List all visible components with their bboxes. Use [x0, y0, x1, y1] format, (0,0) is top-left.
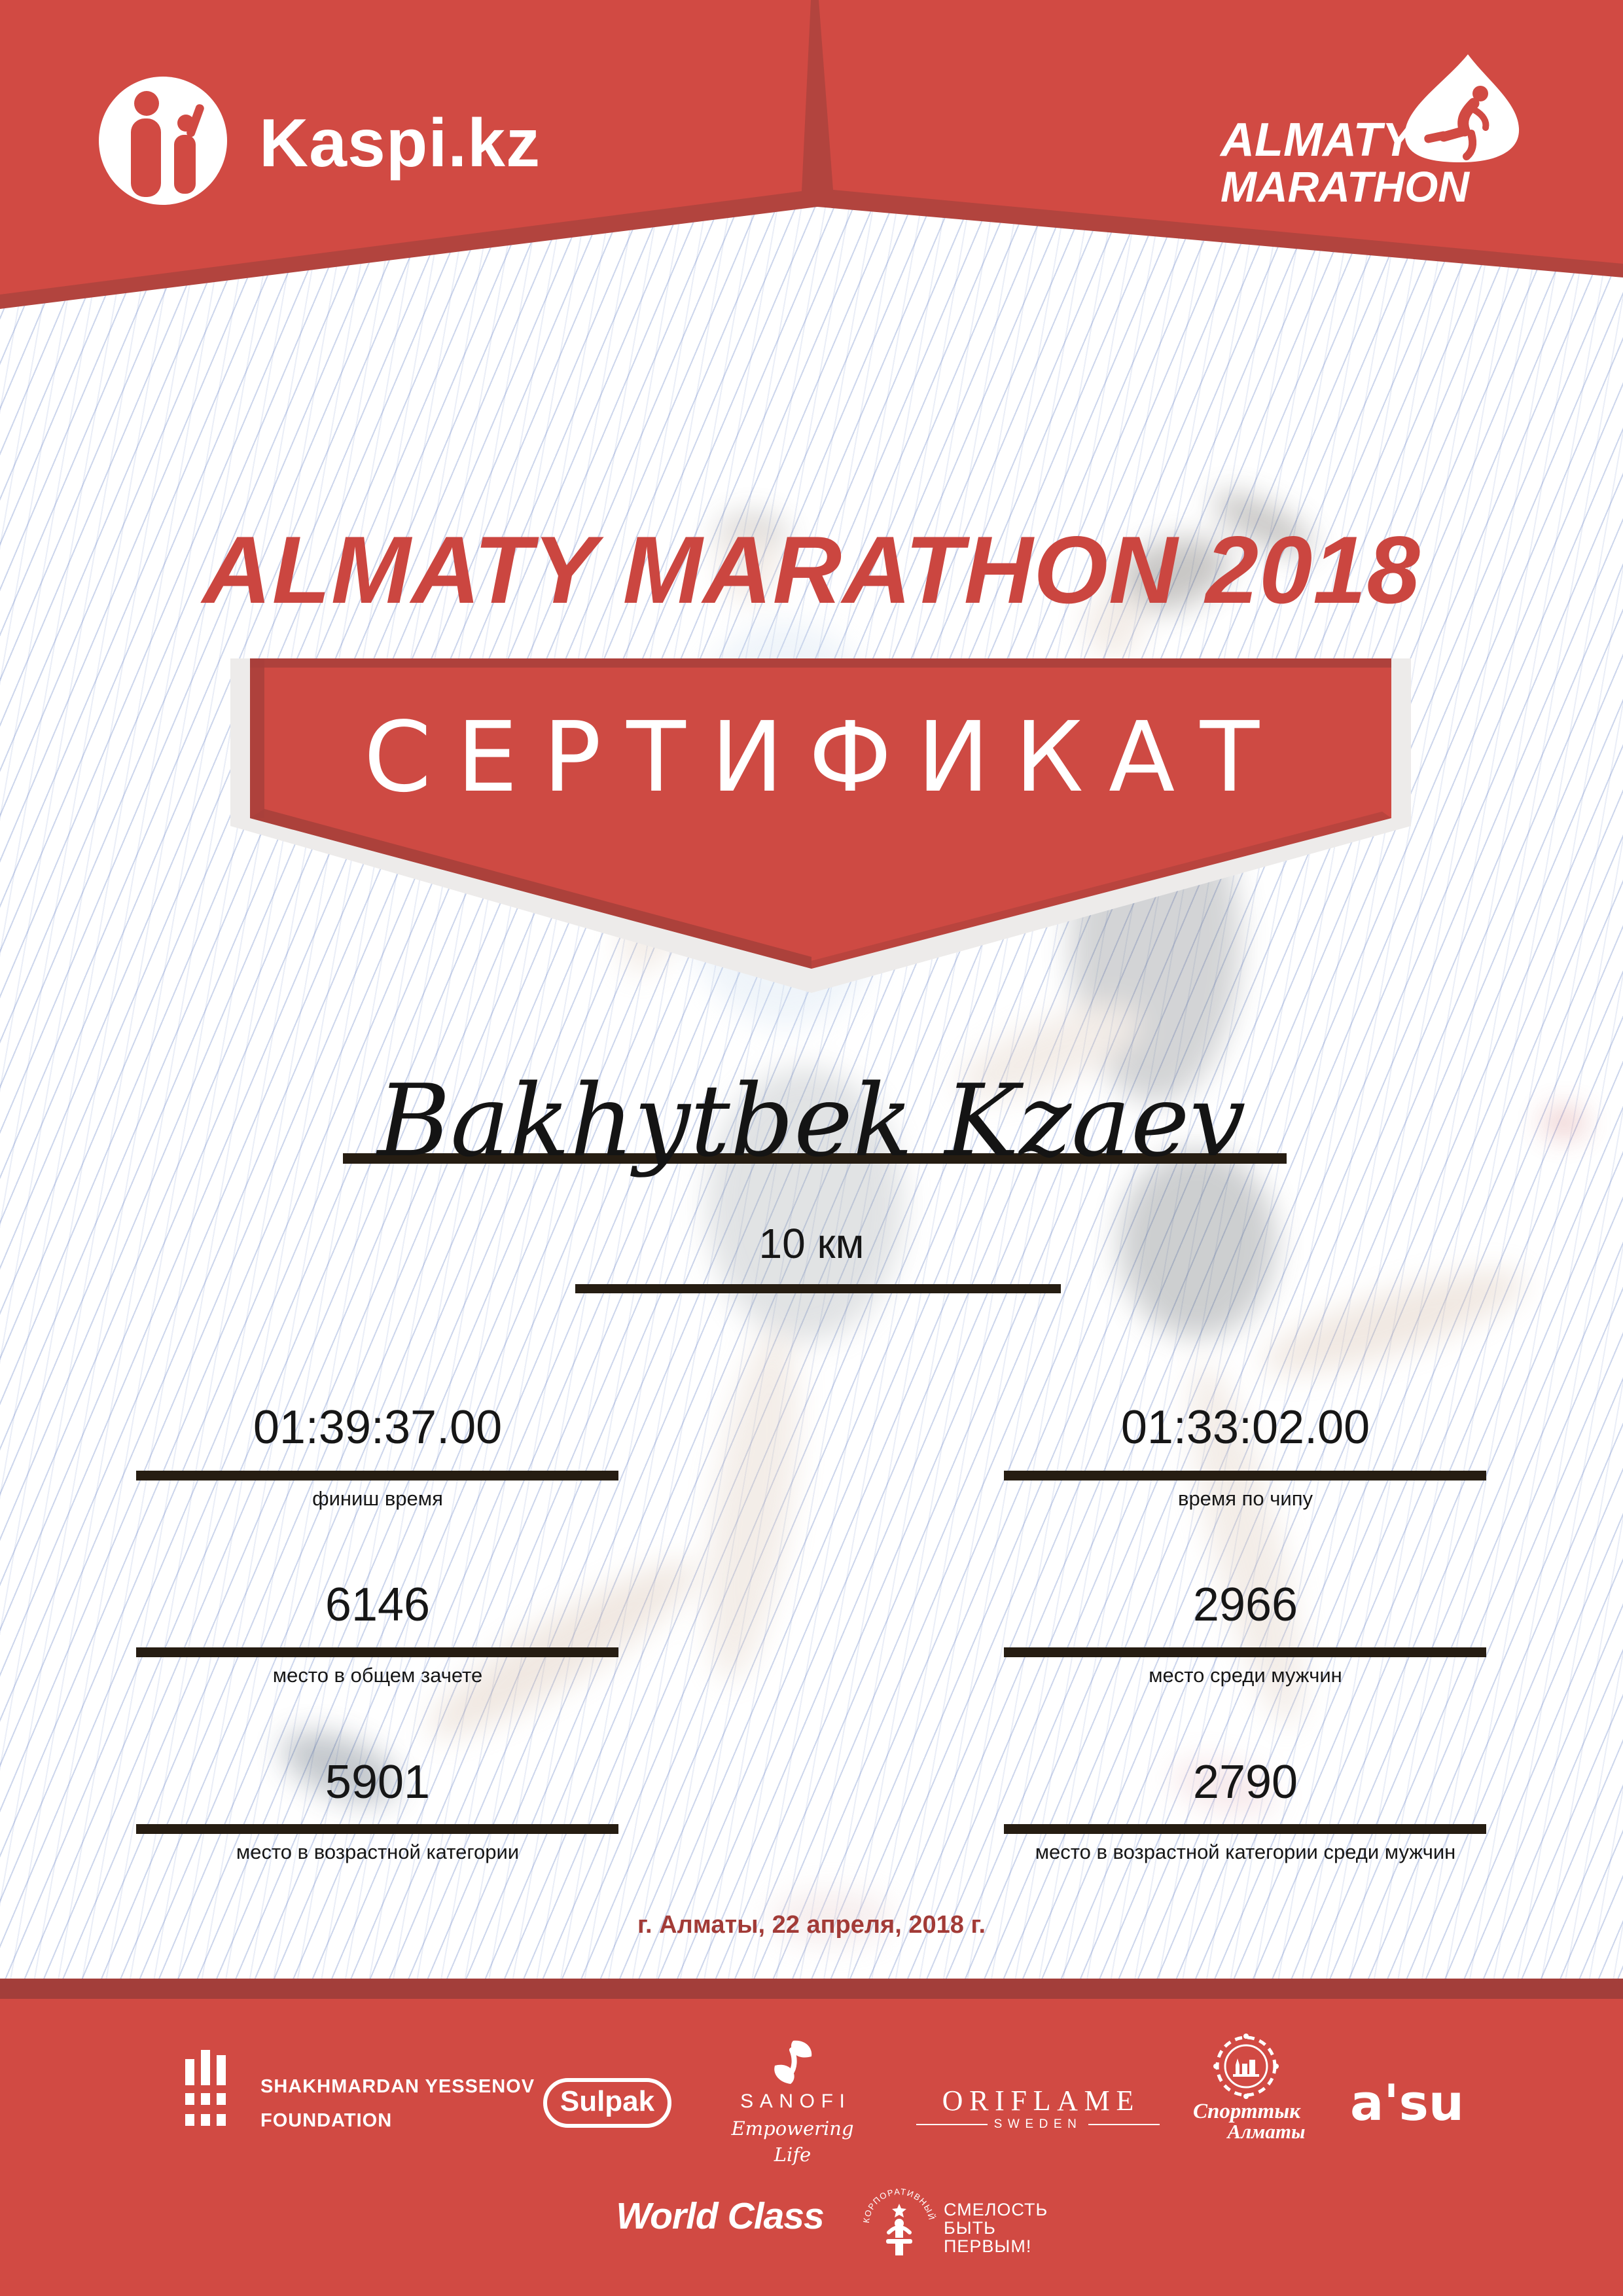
sport-almaty-emblem: [1213, 2034, 1279, 2099]
header-banner-right: [819, 0, 1623, 264]
certificate-label: СЕРТИФИКАТ: [363, 701, 1285, 814]
fund-motto-line2: БЫТЬ: [944, 2218, 996, 2238]
sulpak-logo: Sulpak: [543, 2078, 671, 2128]
kaspi-logo-text: Kaspi.kz: [259, 105, 541, 181]
almaty-marathon-logo-line1: ALMATY: [1221, 114, 1414, 166]
fund-motto-line1: СМЕЛОСТЬ: [944, 2200, 1048, 2219]
sport-almaty-text-line2: Алматы: [1227, 2120, 1306, 2143]
finish-time-value: 01:39:37.00: [253, 1401, 503, 1454]
stat-rule: [1004, 1471, 1486, 1480]
sanofi-tagline: Empowering Life: [731, 2117, 854, 2166]
oriflame-rule-right: [1088, 2124, 1160, 2125]
event-title: ALMATY MARATHON 2018: [202, 516, 1421, 623]
distance-underline: [575, 1284, 1061, 1293]
event-date: г. Алматы, 22 апреля, 2018 г.: [637, 1911, 986, 1939]
fund-circle-text: КОРПОРАТИВНЫЙ ФОНД: [860, 2185, 937, 2225]
almaty-marathon-logo-icon: [1404, 54, 1520, 162]
header-banner: [0, 0, 1623, 309]
name-underline: [343, 1153, 1287, 1164]
world-class-logo-text: World Class: [616, 2195, 824, 2237]
distance-value: 10 км: [758, 1220, 865, 1267]
stat-rule: [136, 1471, 618, 1480]
men-place-value: 2966: [1192, 1579, 1298, 1631]
certificate-ribbon: [230, 658, 1411, 993]
stat-rule: [136, 1824, 618, 1834]
header-banner-left: [0, 0, 811, 295]
fund-motto-line3: ПЕРВЫМ!: [944, 2236, 1032, 2256]
footer-accent-band: [0, 1979, 1623, 1999]
stat-rule: [1004, 1647, 1486, 1657]
overall-place-value: 6146: [325, 1579, 431, 1631]
chip-time-value: 01:33:02.00: [1120, 1401, 1370, 1454]
almaty-marathon-logo-line2: MARATHON: [1221, 162, 1470, 211]
sport-almaty-text-line1: Спорттык: [1193, 2100, 1300, 2123]
overall-place-label: место в общем зачете: [272, 1664, 483, 1687]
oriflame-sweden-row: SWEDEN: [916, 2117, 1160, 2132]
age-men-place-value: 2790: [1192, 1756, 1298, 1808]
sanofi-logo-text: SANOFI: [740, 2090, 851, 2112]
asu-logo-text: a'su: [1350, 2073, 1464, 2132]
yessenov-foundation-text-line2: FOUNDATION: [260, 2110, 393, 2131]
fund-emblem: КОРПОРАТИВНЫЙ ФОНД: [860, 2185, 937, 2255]
yessenov-foundation-icon: [185, 2050, 226, 2126]
men-place-label: место среди мужчин: [1149, 1664, 1342, 1687]
finish-time-label: финиш время: [312, 1487, 443, 1510]
age-place-label: место в возрастной категории: [236, 1840, 520, 1863]
stat-rule: [1004, 1824, 1486, 1834]
stat-rule: [136, 1647, 618, 1657]
age-place-value: 5901: [325, 1756, 431, 1808]
oriflame-rule-left: [916, 2124, 988, 2125]
sulpak-logo-text: Sulpak: [560, 2085, 655, 2117]
kaspi-logo-icon: [99, 77, 227, 205]
chip-time-label: время по чипу: [1177, 1487, 1313, 1510]
oriflame-logo-text: ORIFLAME: [942, 2085, 1140, 2117]
footer-background: [0, 1999, 1623, 2296]
oriflame-sweden-text: SWEDEN: [993, 2117, 1082, 2131]
age-men-place-label: место в возрастной категории среди мужчи…: [1035, 1840, 1456, 1863]
sanofi-icon: [774, 2040, 812, 2084]
recipient-name: Bakhytbek Kzaev: [377, 1063, 1246, 1179]
yessenov-foundation-text-line1: SHAKHMARDAN YESSENOV: [260, 2076, 535, 2097]
